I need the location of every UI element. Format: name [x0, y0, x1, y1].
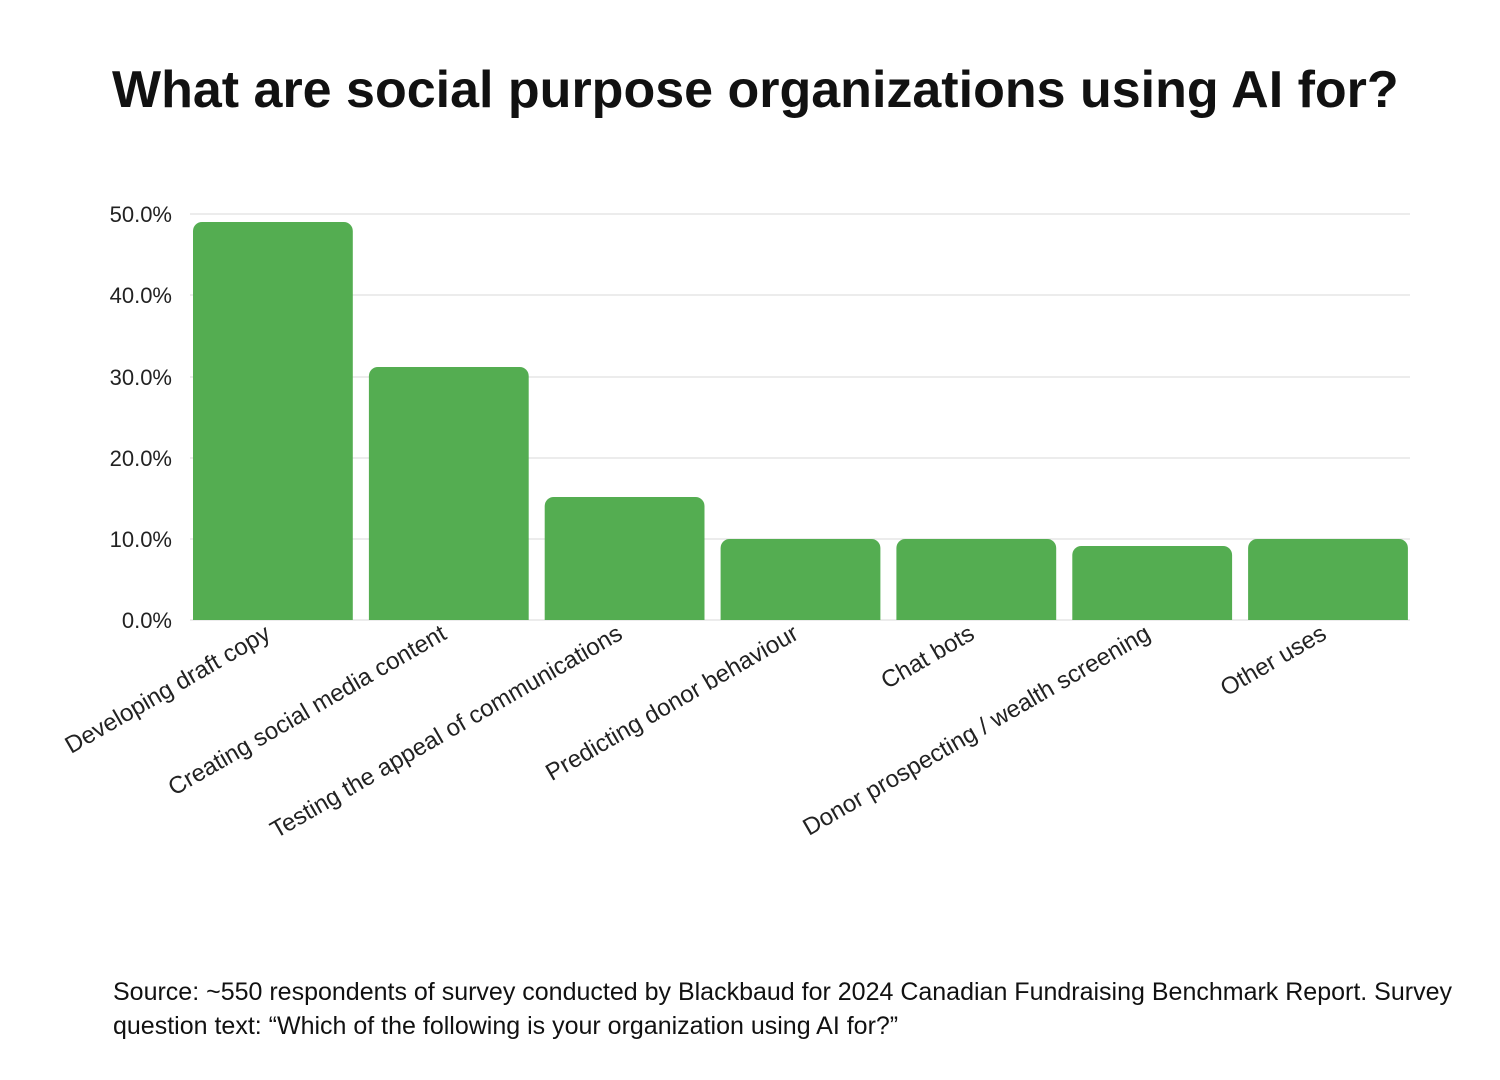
svg-text:40.0%: 40.0%	[110, 283, 172, 308]
svg-text:10.0%: 10.0%	[110, 527, 172, 552]
svg-text:20.0%: 20.0%	[110, 446, 172, 471]
svg-text:Other uses: Other uses	[1216, 620, 1331, 702]
svg-text:Testing the appeal of communic: Testing the appeal of communications	[266, 620, 627, 844]
svg-text:50.0%: 50.0%	[110, 202, 172, 227]
svg-text:Creating social media content: Creating social media content	[164, 620, 452, 802]
svg-text:30.0%: 30.0%	[110, 365, 172, 390]
svg-text:Donor prospecting / wealth scr: Donor prospecting / wealth screening	[798, 620, 1155, 841]
svg-text:Chat bots: Chat bots	[877, 620, 979, 695]
svg-text:0.0%: 0.0%	[122, 608, 172, 633]
